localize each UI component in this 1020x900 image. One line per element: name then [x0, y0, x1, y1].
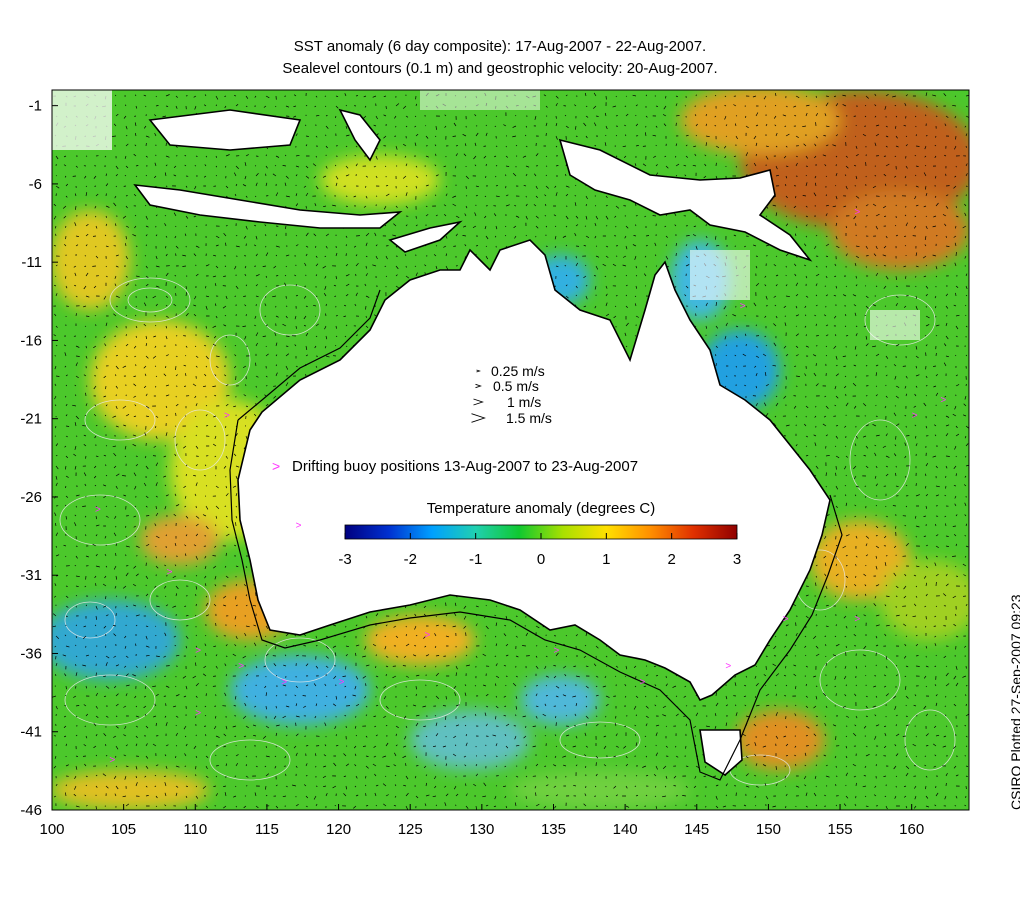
- velocity-legend-arrow: [475, 383, 482, 389]
- colorbar-tick-label: -2: [404, 551, 417, 568]
- buoy-marker: >: [195, 645, 201, 656]
- x-tick-label: 120: [326, 821, 351, 838]
- x-axis: 100 105 110 115 120 125 130 135 140 145 150 155 160: [39, 804, 924, 838]
- velocity-legend-label: 0.25 m/s: [491, 363, 545, 379]
- y-tick-label: -26: [20, 489, 42, 506]
- buoy-marker: >: [940, 395, 946, 406]
- buoy-marker: >: [854, 207, 860, 218]
- sulawesi: [338, 108, 381, 162]
- colorbar-tick-label: 3: [733, 551, 741, 568]
- x-tick-label: 135: [541, 821, 566, 838]
- colorbar-ticks: -3 -2 -1 0 1 2 3: [338, 533, 741, 568]
- velocity-legend-label: 1 m/s: [507, 394, 541, 410]
- new-guinea: [558, 138, 813, 262]
- buoy-marker: >: [339, 677, 345, 688]
- x-tick-label: 110: [183, 821, 207, 838]
- buoy-marker: >: [224, 411, 230, 422]
- y-tick-label: -21: [20, 411, 42, 428]
- y-tick-label: -41: [20, 724, 42, 741]
- colorbar-tick-label: 1: [602, 551, 610, 568]
- shelf-contour: [229, 289, 843, 781]
- velocity-legend-arrow: [476, 369, 481, 373]
- buoy-marker: >: [167, 567, 173, 578]
- y-tick-label: -31: [20, 567, 42, 584]
- buoy-marker: >: [95, 505, 101, 516]
- x-tick-label: 145: [684, 821, 709, 838]
- buoy-marker: >: [740, 301, 746, 312]
- colorbar-tick-label: -3: [338, 551, 351, 568]
- velocity-legend-label: 0.5 m/s: [493, 378, 539, 394]
- title-line-2: Sealevel contours (0.1 m) and geostrophi…: [282, 60, 718, 77]
- y-tick-label: -16: [20, 332, 42, 349]
- x-tick-label: 130: [469, 821, 494, 838]
- buoy-marker: >: [109, 755, 115, 766]
- buoy-marker: >: [238, 661, 244, 672]
- buoy-marker: >: [912, 411, 918, 422]
- x-tick-label: 125: [398, 821, 423, 838]
- buoy-legend: > Drifting buoy positions 13-Aug-2007 to…: [272, 458, 638, 475]
- colorbar-title: Temperature anomaly (degrees C): [427, 500, 655, 517]
- y-tick-label: -36: [20, 645, 42, 662]
- plot-credit: CSIRO Plotted 27-Sep-2007 09:23: [1008, 594, 1020, 810]
- velocity-legend: 0.25 m/s0.5 m/s1 m/s1.5 m/s: [471, 363, 552, 426]
- buoy-marker: >: [639, 677, 645, 688]
- buoy-marker: >: [725, 661, 731, 672]
- buoy-marker: >: [296, 520, 302, 531]
- buoy-marker: >: [425, 630, 431, 641]
- colorbar-tick-label: 0: [537, 551, 545, 568]
- x-tick-label: 115: [255, 821, 279, 838]
- colorbar-tick-label: 2: [667, 551, 675, 568]
- buoy-marker: >: [783, 614, 789, 625]
- y-axis: -1 -6 -11 -16 -21 -26 -31 -36 -41 -46: [20, 98, 58, 819]
- buoy-marker: >: [281, 677, 287, 688]
- velocity-legend-arrow: [471, 413, 486, 423]
- y-tick-label: -46: [20, 802, 42, 819]
- timor: [388, 220, 463, 253]
- buoy-marker: >: [854, 614, 860, 625]
- x-tick-label: 150: [756, 821, 781, 838]
- buoy-marker: >: [553, 645, 559, 656]
- tasmania: [699, 729, 743, 777]
- x-tick-label: 100: [39, 821, 64, 838]
- australia: [237, 239, 831, 702]
- cloud-gaps: [52, 90, 920, 340]
- buoy-legend-label: Drifting buoy positions 13-Aug-2007 to 2…: [292, 458, 638, 475]
- land-masses: [133, 108, 831, 777]
- x-tick-label: 155: [828, 821, 853, 838]
- x-tick-label: 105: [111, 821, 136, 838]
- y-tick-label: -6: [29, 176, 42, 193]
- sealevel-contours: [59, 277, 956, 786]
- velocity-legend-label: 1.5 m/s: [506, 410, 552, 426]
- y-tick-label: -11: [21, 254, 42, 271]
- y-tick-label: -1: [29, 98, 42, 115]
- borneo-south: [148, 109, 302, 151]
- colorbar-tick-label: -1: [469, 551, 482, 568]
- buoy-marker: >: [195, 708, 201, 719]
- velocity-legend-arrow: [473, 398, 484, 406]
- x-tick-label: 140: [613, 821, 638, 838]
- buoy-legend-marker: >: [272, 458, 280, 474]
- plot-area: > > > > > > > > > > > > > > > > > > > >: [52, 90, 969, 810]
- title-line-1: SST anomaly (6 day composite): 17-Aug-20…: [293, 38, 707, 55]
- java: [133, 184, 403, 229]
- colorbar: Temperature anomaly (degrees C) -3 -2 -1 0 1…: [338, 500, 741, 568]
- x-tick-label: 160: [899, 821, 924, 838]
- buoy-markers: > > > > > > > > > > > > > > > > > > > >: [95, 207, 946, 766]
- plot-frame: [51, 89, 970, 811]
